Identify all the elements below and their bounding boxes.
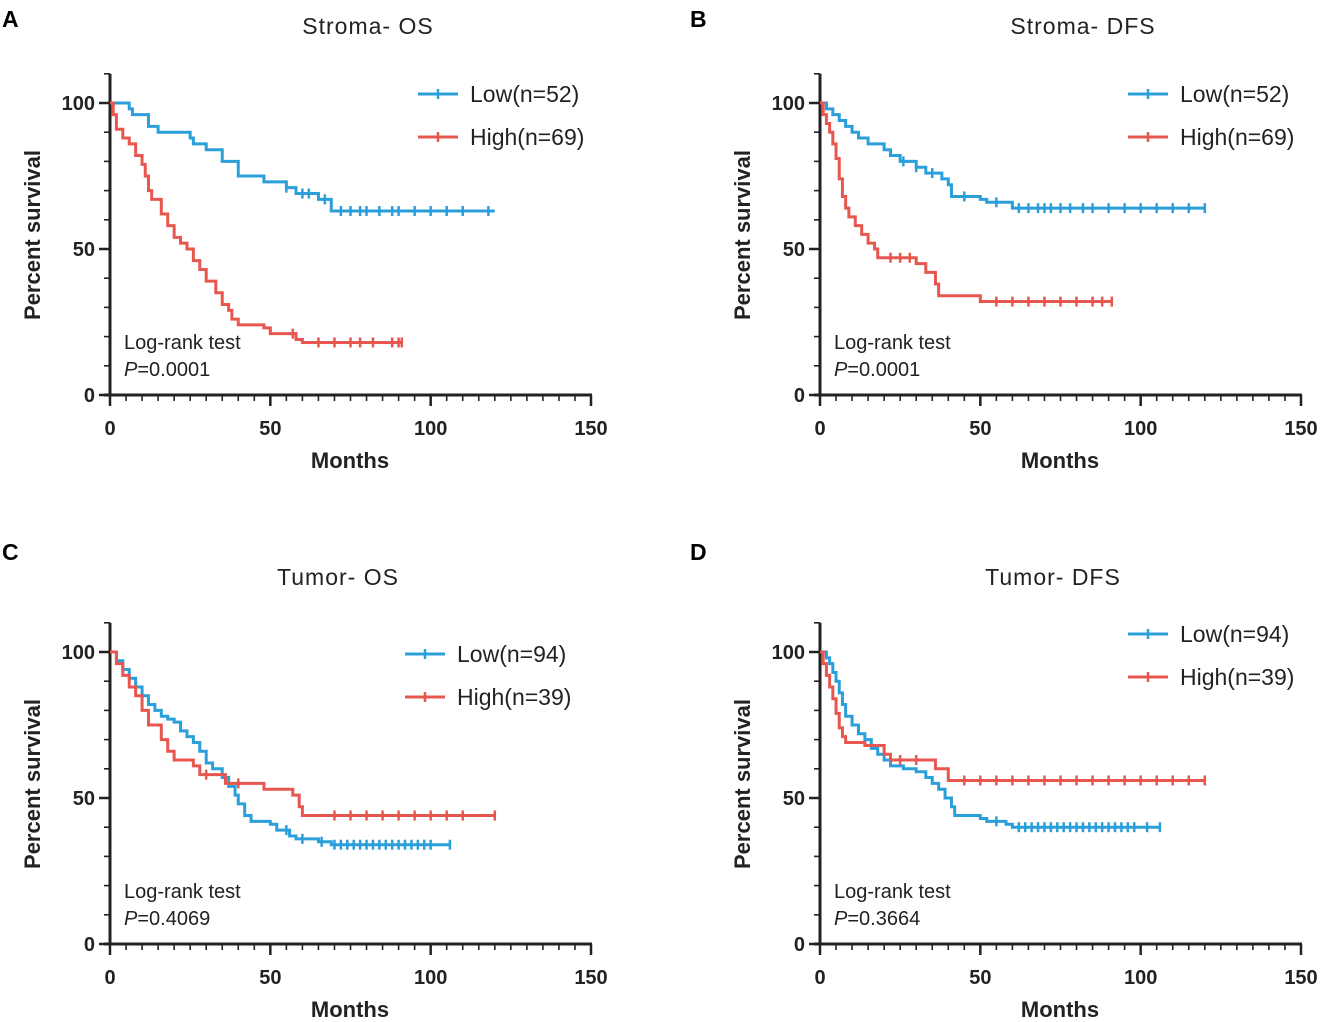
x-tick-label: 100 <box>1124 967 1157 989</box>
y-tick-label: 50 <box>783 788 805 810</box>
x-tick-label: 150 <box>1284 418 1317 440</box>
y-axis-title: Percent survival <box>730 150 755 320</box>
survival-curve <box>110 101 402 344</box>
legend-entry-high: High(n=69) <box>418 124 584 150</box>
legend-label: Low(n=52) <box>1180 81 1289 107</box>
y-tick-label: 100 <box>62 642 95 664</box>
survival-curve <box>110 101 495 213</box>
x-tick-label: 150 <box>574 418 607 440</box>
x-axis-title: Months <box>311 448 389 473</box>
logrank-annotation: Log-rank test P=0.0001 <box>834 332 951 381</box>
legend-label: High(n=39) <box>457 684 571 710</box>
p-value: P=0.4069 <box>124 908 210 930</box>
series-high <box>820 101 1114 307</box>
y-tick-label: 0 <box>84 385 95 407</box>
logrank-test-label: Log-rank test <box>124 881 241 903</box>
series-low <box>820 101 1207 214</box>
x-tick-label: 100 <box>414 418 447 440</box>
y-tick-label: 100 <box>772 642 805 664</box>
series-low <box>110 650 452 850</box>
chart-title: Tumor- OS <box>277 564 399 590</box>
chart-panel-a: A Stroma- OS 0 50 100 150 0 50 100 Months Percent … <box>2 6 608 473</box>
legend-entry-high: High(n=69) <box>1128 124 1294 150</box>
legend-label: High(n=69) <box>1180 124 1294 150</box>
x-tick-label: 0 <box>104 418 115 440</box>
y-tick-label: 100 <box>62 93 95 115</box>
x-axis-title: Months <box>1021 997 1099 1022</box>
logrank-test-label: Log-rank test <box>834 332 951 354</box>
logrank-annotation: Log-rank test P=0.3664 <box>834 881 951 930</box>
legend-label: Low(n=94) <box>1180 621 1289 647</box>
chart-panel-b: B Stroma- DFS 0 50 100 150 0 50 100 Months Percent… <box>690 6 1318 473</box>
legend-label: High(n=39) <box>1180 664 1294 690</box>
legend-entry-low: Low(n=52) <box>418 81 579 107</box>
logrank-annotation: Log-rank test P=0.0001 <box>124 332 241 381</box>
chart-panel-d: D Tumor- DFS 0 50 100 150 0 50 100 Months Percent … <box>690 539 1318 1022</box>
y-tick-label: 50 <box>73 788 95 810</box>
logrank-test-label: Log-rank test <box>124 332 241 354</box>
x-tick-label: 0 <box>104 967 115 989</box>
y-axis-title: Percent survival <box>20 699 45 869</box>
logrank-annotation: Log-rank test P=0.4069 <box>124 881 241 930</box>
x-tick-label: 50 <box>969 967 991 989</box>
x-tick-label: 150 <box>574 967 607 989</box>
legend-label: Low(n=52) <box>470 81 579 107</box>
x-tick-label: 100 <box>1124 418 1157 440</box>
p-value: P=0.0001 <box>124 359 210 381</box>
y-tick-label: 50 <box>783 239 805 261</box>
y-tick-label: 0 <box>794 385 805 407</box>
y-axis-title: Percent survival <box>730 699 755 869</box>
survival-curve <box>820 650 1160 829</box>
x-tick-label: 150 <box>1284 967 1317 989</box>
survival-curve <box>820 101 1205 210</box>
chart-title: Stroma- DFS <box>1010 13 1155 39</box>
series-high <box>110 101 404 348</box>
panel-letter: C <box>2 539 19 565</box>
legend-entry-low: Low(n=94) <box>405 641 566 667</box>
y-tick-label: 50 <box>73 239 95 261</box>
series-high <box>110 650 497 821</box>
survival-curve <box>820 650 1205 782</box>
survival-curve <box>110 650 495 818</box>
x-tick-label: 100 <box>414 967 447 989</box>
series-high <box>820 650 1207 786</box>
survival-curve <box>820 101 1112 304</box>
chart-title: Tumor- DFS <box>985 564 1121 590</box>
legend-entry-high: High(n=39) <box>405 684 571 710</box>
x-tick-label: 50 <box>259 418 281 440</box>
logrank-test-label: Log-rank test <box>834 881 951 903</box>
survival-curve <box>110 650 450 847</box>
series-low <box>820 650 1162 833</box>
x-tick-label: 50 <box>259 967 281 989</box>
chart-title: Stroma- OS <box>302 13 433 39</box>
x-axis-title: Months <box>1021 448 1099 473</box>
panel-letter: B <box>690 6 707 32</box>
legend-entry-low: Low(n=52) <box>1128 81 1289 107</box>
series-low <box>110 101 495 217</box>
legend-entry-high: High(n=39) <box>1128 664 1294 690</box>
y-tick-label: 100 <box>772 93 805 115</box>
chart-panel-c: C Tumor- OS 0 50 100 150 0 50 100 Months Percent s… <box>2 539 608 1022</box>
panel-letter: A <box>2 6 19 32</box>
x-axis-title: Months <box>311 997 389 1022</box>
y-tick-label: 0 <box>794 934 805 956</box>
p-value: P=0.0001 <box>834 359 920 381</box>
x-tick-label: 50 <box>969 418 991 440</box>
panel-letter: D <box>690 539 707 565</box>
y-axis-title: Percent survival <box>20 150 45 320</box>
p-value: P=0.3664 <box>834 908 920 930</box>
x-tick-label: 0 <box>814 967 825 989</box>
x-tick-label: 0 <box>814 418 825 440</box>
y-tick-label: 0 <box>84 934 95 956</box>
legend-entry-low: Low(n=94) <box>1128 621 1289 647</box>
legend-label: High(n=69) <box>470 124 584 150</box>
legend-label: Low(n=94) <box>457 641 566 667</box>
